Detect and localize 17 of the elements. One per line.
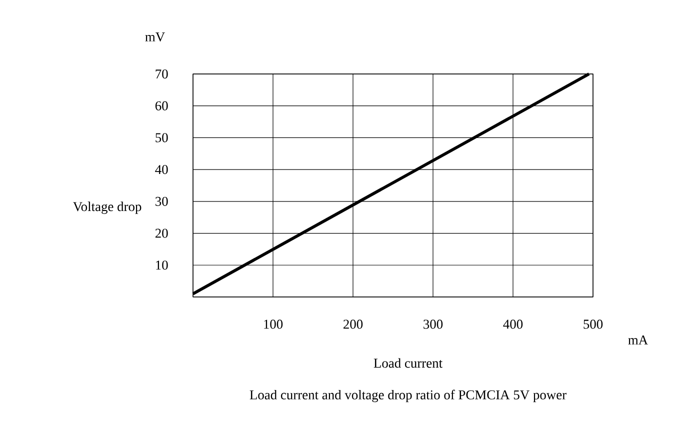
y-tick-label: 30 [156, 196, 168, 206]
y-tick-label: 40 [155, 165, 168, 174]
text: mA [628, 336, 648, 344]
y-tick-label: 60 [155, 101, 168, 110]
text: mV [145, 32, 165, 42]
x-axis-title: Load current [374, 358, 442, 368]
y-tick-label: 10 [156, 260, 168, 270]
y-axis-title: Voltage drop [73, 202, 142, 214]
y-tick-label: 70 [156, 69, 168, 79]
x-tick-label: 200 [344, 320, 363, 329]
x-tick-label: 300 [424, 320, 443, 329]
text: Load current and voltage drop ratio of PCMCIA 5V power [250, 390, 566, 402]
x-tick-label: 400 [503, 320, 523, 329]
y-tick-label: 50 [156, 133, 168, 142]
y-tick-label: 20 [155, 228, 168, 238]
x-tick-label: 500 [584, 320, 603, 329]
x-tick-label: 100 [264, 320, 283, 329]
